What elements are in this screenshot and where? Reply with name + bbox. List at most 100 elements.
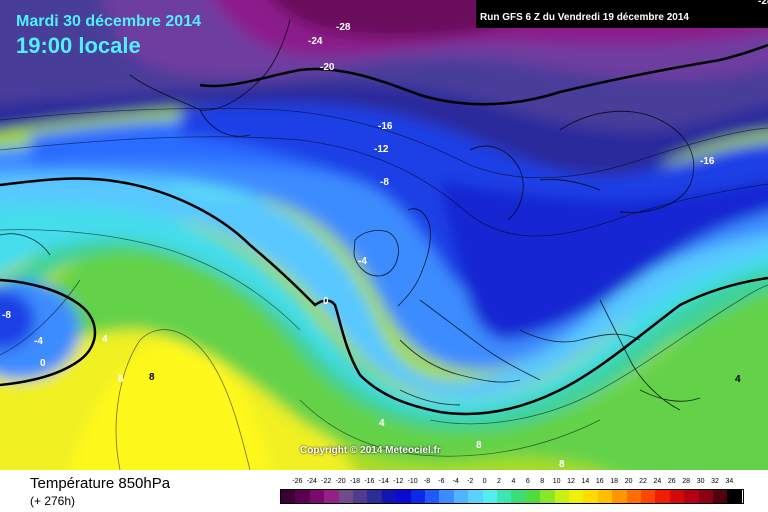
- color-scale-swatch: [511, 490, 527, 503]
- contour-label: 8: [118, 374, 124, 385]
- variable-name: Température 850hPa: [30, 475, 171, 492]
- forecast-time: 19:00 locale: [16, 33, 141, 58]
- color-scale-swatch: [569, 490, 584, 503]
- zero-isotherm-west: [0, 278, 97, 387]
- color-scale-swatch: [482, 490, 498, 503]
- color-scale-swatch: [727, 490, 743, 503]
- lead-time: (+ 276h): [30, 494, 76, 508]
- color-scale-label: 14: [581, 478, 590, 485]
- color-scale-label: 24: [653, 478, 662, 485]
- contour-label: 4: [102, 334, 108, 345]
- color-scale-label: -4: [452, 478, 459, 485]
- coastlines: [0, 19, 701, 411]
- color-scale-label: 18: [610, 478, 619, 485]
- minus-20-isotherm: [199, 43, 768, 106]
- contour-label: -28: [336, 22, 351, 33]
- color-scale-swatch: [612, 490, 628, 503]
- color-scale-swatch: [338, 490, 354, 503]
- color-scale-swatch: [626, 490, 642, 503]
- zero-isotherm: [0, 177, 768, 416]
- color-scale-label: -2: [467, 478, 474, 485]
- color-scale-swatch: [583, 490, 599, 503]
- color-scale-swatch: [281, 490, 296, 503]
- temperature-field: [0, 0, 768, 470]
- color-scale-labels: -26 -24 -22 -20 -18 -16 -14 -12 -10 -8 -6 -4 -2 0 2 4 6 8…: [283, 478, 745, 488]
- copyright: Copyright © 2014 Meteociel.fr: [300, 445, 441, 456]
- color-scale-label: 12: [567, 478, 575, 485]
- color-scale-swatch: [655, 490, 671, 503]
- color-scale-label: 34: [725, 478, 734, 485]
- contour-label: 8: [149, 372, 155, 383]
- color-scale-label: 32: [711, 478, 719, 485]
- color-scale-swatch: [597, 490, 613, 503]
- color-scale-swatch: [410, 490, 426, 503]
- color-scale-label: -12: [393, 478, 404, 485]
- contour-label: -20: [320, 62, 335, 73]
- color-scale-label: -10: [407, 478, 418, 485]
- color-scale-swatch: [684, 490, 700, 503]
- color-scale-label: -6: [438, 478, 445, 485]
- color-scale-label: 26: [667, 478, 676, 485]
- color-scale-label: 6: [525, 478, 530, 485]
- color-scale-label: 8: [540, 478, 545, 485]
- color-scale-swatch: [698, 490, 714, 503]
- color-scale-label: -8: [423, 478, 431, 485]
- contour-label: -8: [380, 177, 389, 188]
- contour-label: -28: [758, 0, 768, 7]
- color-scale-label: 30: [696, 478, 705, 485]
- color-scale-label: -16: [364, 478, 375, 485]
- color-scale-label: 10: [552, 478, 561, 485]
- temperature-850hpa-map: -28 -24 -20 -16 -12 -8 -16 -4 0 -8 -4 0 4 8 8 4 8 8 4 -28: [0, 0, 768, 470]
- color-scale-swatch: [425, 490, 440, 503]
- model-run-info: Run GFS 6 Z du Vendredi 19 décembre 2014: [480, 12, 689, 23]
- color-scale-swatch: [453, 490, 469, 503]
- contour-label: 4: [735, 374, 741, 385]
- color-scale-label: 20: [624, 478, 633, 485]
- contour-label: -4: [34, 336, 43, 347]
- contour-labels: -28 -24 -20 -16 -12 -8 -16 -4 0 -8 -4 0 4 8 8 4 8 8 4 -28: [2, 0, 768, 470]
- color-scale-label: -20: [335, 478, 346, 485]
- color-scale-swatch: [554, 490, 570, 503]
- color-scale-swatch: [468, 490, 484, 503]
- legend-footer: Température 850hPa (+ 276h) -26 -24 -22 -20…: [0, 470, 768, 512]
- color-scale-label: 22: [639, 478, 647, 485]
- color-scale-label: 0: [482, 478, 487, 485]
- contour-label: -24: [308, 36, 323, 47]
- color-scale-swatch: [295, 490, 311, 503]
- color-scale-label: -14: [378, 478, 389, 485]
- color-scale-swatch: [396, 490, 412, 503]
- contour-label: 4: [379, 418, 385, 429]
- color-scale-swatch: [497, 490, 512, 503]
- color-scale-swatch: [525, 490, 541, 503]
- color-scale-label: -26: [292, 478, 303, 485]
- color-scale-swatch: [309, 490, 325, 503]
- color-scale-swatch: [381, 490, 397, 503]
- color-scale-label: 28: [682, 478, 691, 485]
- thin-isotherms: [0, 107, 768, 470]
- contour-label: -4: [358, 256, 367, 267]
- color-scale-label: 4: [511, 478, 516, 485]
- contour-label: 0: [323, 296, 329, 307]
- contour-label: -16: [378, 121, 393, 132]
- run-info-band: [476, 0, 768, 28]
- contour-label: 8: [559, 459, 565, 470]
- forecast-date: Mardi 30 décembre 2014: [16, 13, 201, 30]
- contour-label: -16: [700, 156, 715, 167]
- color-scale-label: 2: [497, 478, 501, 485]
- contour-label: 8: [476, 440, 482, 451]
- color-scale-label: -22: [321, 478, 332, 485]
- color-scale-swatch: [713, 490, 728, 503]
- color-scale-swatch: [641, 490, 656, 503]
- contour-label: -8: [2, 310, 11, 321]
- color-scale-label: -24: [306, 478, 317, 485]
- color-scale-swatch: [353, 490, 368, 503]
- color-scale-swatch: [439, 490, 455, 503]
- color-scale-swatch: [540, 490, 556, 503]
- color-scale-swatch: [324, 490, 340, 503]
- color-scale-label: -18: [349, 478, 361, 485]
- color-scale-swatch: [367, 490, 383, 503]
- color-scale-bar: [280, 489, 744, 504]
- color-scale-swatch: [669, 490, 685, 503]
- color-scale-label: 16: [595, 478, 604, 485]
